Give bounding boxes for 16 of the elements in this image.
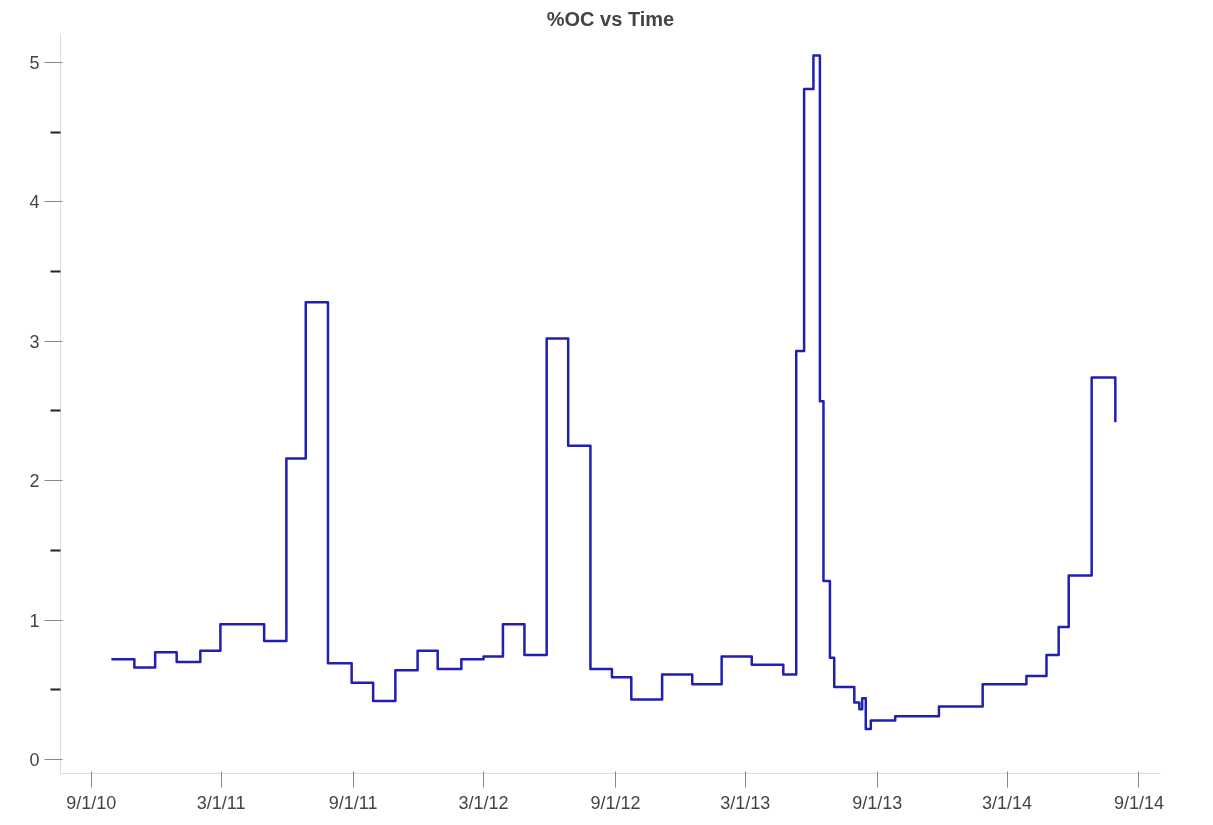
x-tick-label: 9/1/13 <box>852 792 903 813</box>
y-tick-label: 0 <box>29 750 40 771</box>
chart-title: %OC vs Time <box>546 7 675 30</box>
x-tick-label: 9/1/12 <box>590 792 641 813</box>
x-tick-label: 3/1/13 <box>720 792 771 813</box>
x-tick-label: 9/1/14 <box>1113 792 1165 813</box>
x-tick-label: 3/1/14 <box>982 792 1033 813</box>
x-tick-label: 9/1/11 <box>328 792 378 813</box>
y-tick-label: 3 <box>29 331 40 352</box>
x-tick-label: 3/1/12 <box>458 792 509 813</box>
y-tick-label: 4 <box>29 192 40 213</box>
x-tick-label: 9/1/10 <box>66 792 117 813</box>
x-tick-label: 3/1/11 <box>196 792 246 813</box>
y-tick-label: 2 <box>29 471 40 492</box>
y-tick-label: 1 <box>29 610 40 631</box>
y-tick-label: 5 <box>29 52 40 73</box>
